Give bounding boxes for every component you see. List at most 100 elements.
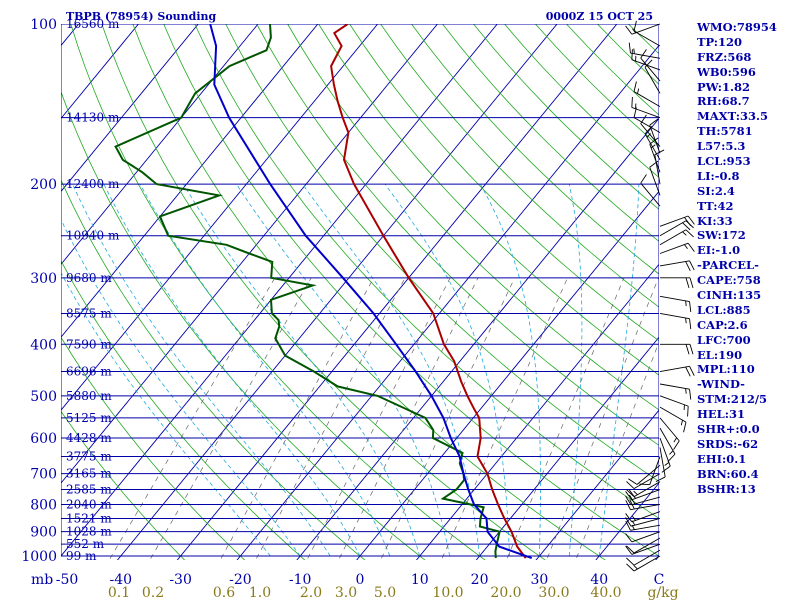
mixing-ratio-label: 40.0 [590, 585, 621, 600]
wind-barb-feather [625, 520, 631, 531]
wind-barb-feather [625, 491, 633, 501]
wind-barb [625, 489, 661, 501]
sounding-index-item: CINH:135 [697, 288, 762, 303]
wind-barb-staff [649, 124, 661, 154]
sounding-index-item: BRN:60.4 [697, 466, 759, 481]
moist-adiabat-line [103, 183, 361, 557]
wind-barb-staff [659, 242, 689, 254]
wind-barb-half-feather [632, 515, 636, 521]
moist-adiabat-line [236, 183, 451, 557]
dry-adiabat-line [163, 24, 659, 557]
height-level-label: 5880 m [66, 389, 112, 403]
pressure-tick-label: 900 [30, 525, 57, 541]
wind-barb-feather [625, 513, 633, 523]
wind-barb-feather [673, 440, 680, 450]
height-level-label: 2040 m [66, 497, 112, 511]
moist-adiabat-line [384, 183, 510, 556]
wind-barb-half-feather [637, 88, 640, 94]
isotherm-line [61, 24, 259, 266]
plot-frame [61, 24, 659, 557]
height-level-label: 4428 m [66, 431, 112, 445]
wind-barb-feather [625, 495, 632, 506]
dry-adiabat-line [61, 179, 366, 560]
wind-barb-feather [626, 545, 635, 554]
isotherm-line [61, 24, 379, 411]
isotherm-line [535, 409, 659, 560]
wind-barb-feather [655, 476, 666, 483]
wind-barb [659, 365, 695, 377]
wind-barb [626, 555, 661, 572]
isotherm-line [475, 336, 659, 560]
wind-barb-half-feather [664, 462, 670, 466]
height-level-label: 5125 m [66, 411, 112, 425]
height-labels: 16560 m 14130 m 12400 m 10940 m 9680 m 8575 m… [66, 17, 120, 563]
wind-barb-feather [682, 222, 691, 231]
temperature-tick-label: 10 [411, 572, 429, 588]
wind-barb [628, 464, 661, 485]
wind-barb-feather [639, 483, 650, 486]
wind-barb [633, 20, 661, 47]
mixing-ratio-line [338, 277, 479, 560]
mixing-ratio-line [219, 277, 374, 560]
wind-barb-staff [649, 143, 661, 173]
isotherm-line [0, 12, 29, 567]
wind-barb-feather [689, 301, 692, 312]
dry-adiabat-line [349, 24, 659, 342]
isotherm-line [61, 24, 199, 193]
wind-barbs [625, 20, 695, 572]
wind-barb-half-feather [633, 48, 635, 54]
pressure-tick-label: 300 [30, 271, 57, 287]
wind-barb-half-feather [632, 28, 636, 34]
sounding-index-item: SRDS:-62 [697, 436, 759, 451]
wind-barb-staff [633, 555, 661, 572]
wind-barb-feather [689, 344, 694, 355]
wind-barb-half-feather [633, 490, 638, 496]
wind-barb-staff [631, 23, 661, 35]
wind-barb-half-feather [685, 388, 687, 394]
wind-barb [626, 549, 661, 566]
sounding-index-item: CAPE:758 [697, 273, 761, 288]
wind-barb-feather [625, 533, 633, 543]
wind-barb-staff [659, 295, 690, 302]
wind-barb-feather [626, 557, 635, 566]
wind-barb-staff [659, 220, 687, 237]
height-level-label: 1028 m [66, 525, 112, 539]
pressure-tick-label: 400 [30, 337, 57, 353]
wind-barb-staff [631, 543, 661, 555]
wind-barb [628, 42, 661, 59]
sounding-index-item: BSHR:13 [697, 481, 756, 496]
wind-barb [659, 295, 692, 312]
mixing-ratio-label: 2.0 [300, 585, 322, 600]
wind-barb-staff [640, 182, 661, 207]
wind-barb-feather [625, 517, 632, 527]
mixing-ratio-line [575, 341, 659, 560]
wind-barb-staff [633, 549, 661, 566]
wind-barb-staff [649, 456, 661, 485]
wind-barb [655, 447, 666, 483]
wind-barb [639, 456, 661, 486]
mixing-ratio-line [506, 277, 625, 560]
isotherm-line [116, 24, 558, 560]
wind-barb-staff [659, 260, 690, 267]
dry-adiabat-line [61, 410, 186, 560]
wind-barb-feather [640, 49, 647, 59]
wind-barb-staff [659, 437, 671, 467]
wind-barb-staff [631, 106, 661, 119]
wind-barb-staff [630, 524, 661, 531]
sounding-index-item: TT:42 [697, 198, 734, 213]
sounding-index-item: KI:33 [697, 213, 733, 228]
wind-barb [659, 427, 676, 463]
wind-barb-feather [625, 500, 631, 510]
wind-barb-half-feather [680, 420, 683, 426]
sounding-index-item: MPL:110 [697, 362, 755, 377]
wind-barb [649, 160, 661, 196]
pressure-tick-label: 800 [30, 497, 57, 513]
wind-barb-staff [630, 52, 661, 59]
moist-adiabat-line [598, 184, 640, 557]
wind-barb-staff [633, 91, 661, 108]
sounding-index-item: LCL:953 [697, 154, 751, 169]
sounding-index-item: LFC:700 [697, 332, 751, 347]
parcel-line [209, 24, 533, 560]
wind-barb-staff [631, 531, 661, 543]
wind-barb-feather [689, 318, 692, 330]
